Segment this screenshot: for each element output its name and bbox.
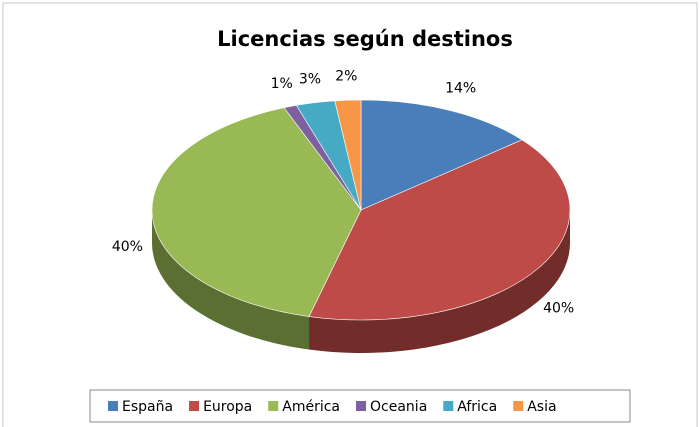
legend-label: Oceania <box>370 399 427 415</box>
legend-label: América <box>282 399 340 415</box>
slice <box>308 139 571 321</box>
data-label: 14% <box>445 81 476 97</box>
legend-swatch <box>268 401 279 411</box>
legend-label: Europa <box>203 399 252 415</box>
legend-label: España <box>122 399 173 415</box>
data-label: 1% <box>271 76 293 92</box>
legend-swatch <box>443 401 454 411</box>
legend-label: Africa <box>457 399 497 415</box>
slice-side <box>152 210 310 350</box>
legend-swatch <box>189 401 200 411</box>
data-label: 3% <box>299 71 321 87</box>
slice <box>334 99 362 211</box>
slice <box>151 107 362 317</box>
legend-swatch <box>513 401 524 411</box>
data-label: 40% <box>543 301 574 317</box>
legend-swatch <box>108 401 118 411</box>
data-label: 40% <box>112 239 143 255</box>
legend-swatch <box>356 401 367 411</box>
data-label: 2% <box>335 68 357 84</box>
slice <box>360 99 523 211</box>
slice-side <box>309 210 570 353</box>
legend-label: Asia <box>527 399 556 415</box>
chart-title: Licencias según destinos <box>217 27 513 51</box>
